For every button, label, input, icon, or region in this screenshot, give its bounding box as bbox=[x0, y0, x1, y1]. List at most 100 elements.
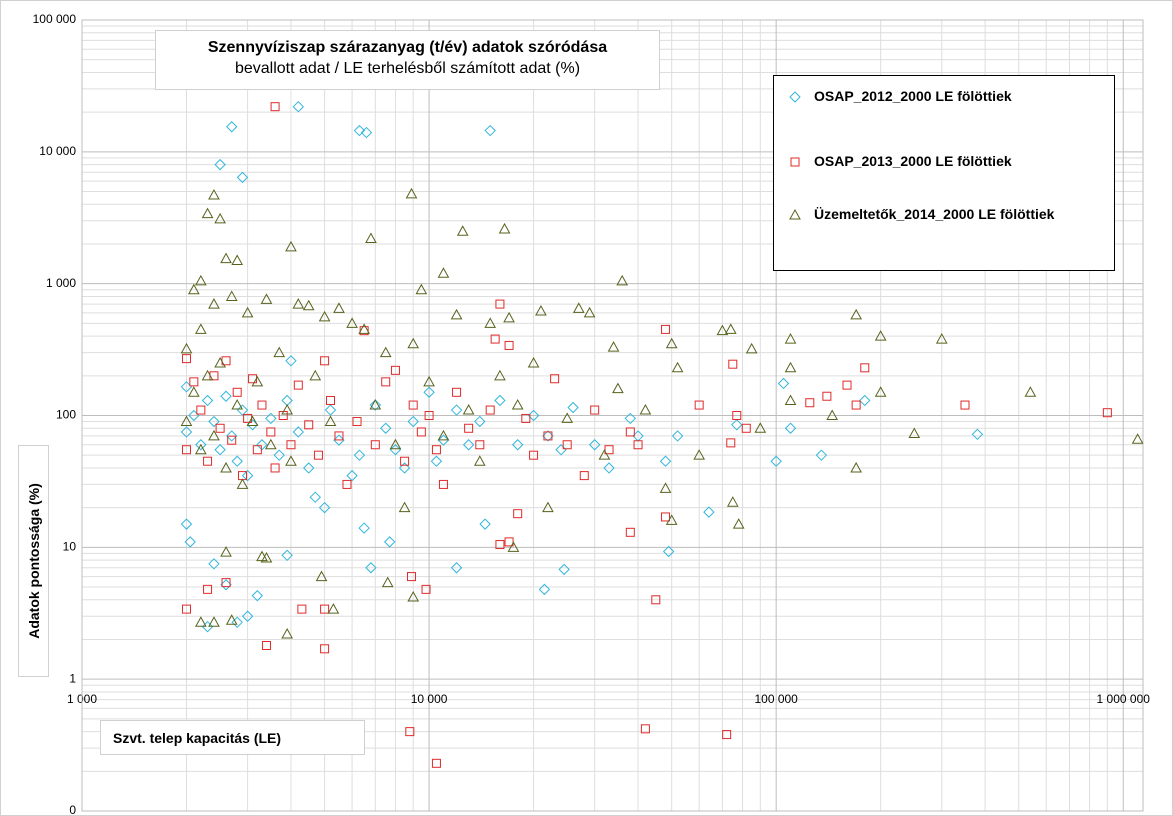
triangle-marker bbox=[908, 427, 921, 439]
triangle-marker bbox=[241, 306, 254, 318]
y-tick-label: 10 bbox=[63, 540, 77, 554]
diamond-marker bbox=[303, 462, 315, 474]
diamond-marker bbox=[731, 419, 743, 431]
triangle-marker bbox=[494, 369, 506, 381]
square-marker bbox=[320, 604, 330, 614]
triangle-marker bbox=[333, 302, 345, 313]
square-marker bbox=[625, 527, 635, 537]
triangle-marker bbox=[1131, 433, 1144, 444]
diamond-marker bbox=[567, 401, 579, 414]
diamond-marker bbox=[671, 430, 684, 442]
diamond-marker bbox=[180, 518, 193, 530]
triangle-marker bbox=[665, 514, 678, 525]
square-marker bbox=[181, 604, 191, 614]
square-marker bbox=[550, 374, 560, 384]
diamond-marker bbox=[484, 124, 496, 137]
square-marker bbox=[181, 445, 191, 455]
diamond-marker bbox=[265, 412, 277, 425]
triangle-marker bbox=[535, 305, 547, 316]
triangle-marker bbox=[318, 310, 331, 322]
y-tick-label: 0 bbox=[69, 803, 76, 816]
triangle-marker bbox=[281, 627, 293, 639]
diamond-marker bbox=[859, 394, 871, 407]
diamond-marker bbox=[479, 518, 491, 530]
square-marker bbox=[661, 512, 671, 522]
triangle-marker bbox=[236, 478, 249, 489]
triangle-marker bbox=[874, 330, 887, 341]
triangle-marker bbox=[220, 252, 232, 264]
triangle-marker bbox=[462, 404, 475, 415]
diamond-marker bbox=[201, 394, 214, 407]
square-marker bbox=[293, 380, 303, 390]
triangle-marker bbox=[324, 415, 337, 427]
triangle-marker bbox=[561, 412, 574, 423]
square-marker bbox=[604, 445, 614, 455]
diamond-marker bbox=[236, 404, 249, 416]
legend-label: OSAP_2012_2000 LE fölöttiek bbox=[814, 88, 1012, 104]
triangle-marker bbox=[456, 225, 469, 236]
triangle-marker bbox=[724, 323, 737, 334]
chart-title: Szennyvíziszap szárazanyag (t/év) adatok… bbox=[207, 39, 608, 56]
triangle-marker bbox=[187, 283, 200, 295]
square-marker bbox=[431, 445, 441, 455]
square-marker bbox=[495, 540, 505, 550]
square-marker bbox=[633, 440, 643, 450]
triangle-marker bbox=[273, 346, 286, 358]
diamond-marker bbox=[662, 545, 675, 558]
triangle-marker bbox=[246, 415, 259, 427]
square-marker bbox=[334, 431, 344, 441]
triangle-marker bbox=[437, 429, 450, 441]
triangle-marker bbox=[220, 461, 232, 473]
triangle-marker bbox=[612, 382, 624, 394]
square-marker bbox=[485, 405, 495, 415]
triangle-marker bbox=[285, 455, 297, 466]
square-marker bbox=[431, 758, 441, 768]
square-marker bbox=[203, 456, 213, 466]
triangle-marker bbox=[231, 399, 244, 410]
square-marker bbox=[504, 537, 514, 547]
triangle-marker bbox=[789, 208, 801, 220]
diamond-marker bbox=[353, 124, 366, 137]
triangle-marker bbox=[498, 222, 511, 234]
diamond-marker bbox=[527, 409, 540, 422]
triangle-marker bbox=[671, 361, 684, 373]
triangle-marker bbox=[1024, 386, 1037, 397]
triangle-marker bbox=[407, 590, 420, 602]
triangle-marker bbox=[194, 274, 207, 286]
square-marker bbox=[728, 359, 738, 369]
triangle-marker bbox=[745, 342, 758, 354]
square-marker bbox=[1102, 408, 1112, 418]
triangle-marker bbox=[572, 302, 585, 313]
triangle-marker bbox=[365, 232, 377, 244]
square-marker bbox=[390, 365, 400, 375]
triangle-marker bbox=[850, 308, 863, 320]
diamond-marker bbox=[231, 616, 243, 629]
triangle-marker bbox=[450, 308, 463, 320]
diamond-marker bbox=[309, 491, 321, 503]
triangle-marker bbox=[639, 404, 652, 415]
diamond-marker bbox=[407, 415, 419, 428]
x-tick-label: 10 000 bbox=[411, 692, 448, 706]
triangle-marker bbox=[874, 386, 887, 397]
square-marker bbox=[790, 157, 800, 167]
triangle-marker bbox=[407, 337, 420, 349]
diamond-marker bbox=[281, 549, 293, 562]
square-marker bbox=[694, 400, 704, 410]
diamond-marker bbox=[624, 412, 637, 425]
square-marker bbox=[381, 377, 391, 387]
diamond-marker bbox=[256, 439, 268, 451]
square-marker bbox=[352, 417, 362, 427]
diamond-marker bbox=[358, 522, 370, 534]
triangle-marker bbox=[260, 551, 273, 563]
triangle-marker bbox=[784, 361, 797, 373]
diamond-marker bbox=[360, 126, 373, 139]
diamond-marker bbox=[236, 171, 249, 184]
diamond-marker bbox=[703, 506, 715, 518]
square-marker bbox=[475, 440, 485, 450]
triangle-marker bbox=[309, 369, 322, 381]
square-marker bbox=[805, 398, 815, 408]
diamond-marker bbox=[324, 404, 337, 416]
legend: OSAP_2012_2000 LE fölöttiek OSAP_2013_200… bbox=[773, 75, 1115, 271]
triangle-marker bbox=[251, 375, 264, 387]
